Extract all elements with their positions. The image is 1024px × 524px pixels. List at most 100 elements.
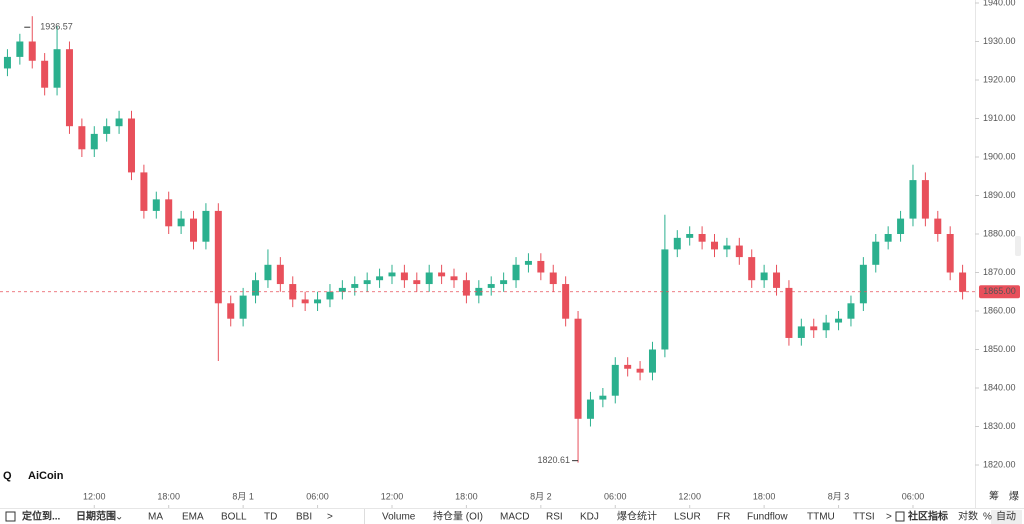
high-label: 1936.57 — [40, 22, 73, 32]
candle-body — [264, 264, 272, 281]
toolbar-item[interactable]: Volume — [382, 512, 416, 523]
low-label: 1820.61 — [538, 455, 571, 465]
y-tick-label: 1860.00 — [983, 305, 1016, 315]
candle-body — [537, 260, 545, 273]
candle-body — [152, 199, 160, 211]
candle-body — [127, 118, 135, 173]
y-tick-label: 1890.00 — [983, 190, 1016, 200]
candle-body — [636, 368, 644, 373]
toolbar-item[interactable]: 社区指标 — [907, 510, 948, 523]
toolbar-item[interactable]: MA — [148, 512, 163, 523]
toolbar-item[interactable]: 爆仓统计 — [617, 510, 657, 523]
candle-body — [351, 284, 359, 288]
candle-body — [512, 264, 520, 281]
y-tick-label: 1870.00 — [983, 267, 1016, 277]
candle-body — [921, 180, 929, 219]
toolbar-item[interactable]: LSUR — [674, 512, 701, 523]
x-tick-label: 12:00 — [83, 491, 106, 501]
chevron: ⌄ — [115, 512, 123, 523]
x-tick-label: 18:00 — [157, 491, 180, 501]
x-tick-label: 06:00 — [902, 491, 925, 501]
candle-body — [760, 272, 768, 281]
toolbar-item[interactable]: 持仓量 (OI) — [433, 510, 483, 523]
toolbar-item[interactable]: TTMU — [807, 512, 835, 523]
candle-body — [252, 280, 260, 296]
toolbar-item[interactable]: FR — [717, 512, 730, 523]
candle-body — [388, 272, 396, 277]
candle-body — [586, 399, 594, 419]
y-tick-label: 1830.00 — [983, 421, 1016, 431]
candle-body — [41, 60, 49, 88]
x-tick-label: 18:00 — [455, 491, 478, 501]
candle-body — [648, 349, 656, 373]
last-price-label: 1865.00 — [983, 286, 1016, 296]
candle-body — [859, 264, 867, 304]
toolbar-item[interactable]: MACD — [500, 512, 529, 523]
toolbar-item[interactable]: % — [983, 512, 992, 523]
candle-body — [748, 257, 756, 281]
toolbar-item[interactable]: KDJ — [580, 512, 599, 523]
x-tick-label: 06:00 — [604, 491, 627, 501]
candle-body — [487, 284, 495, 288]
toolbar-item[interactable]: 对数 — [958, 510, 978, 523]
toolbar-item[interactable]: TD — [264, 512, 277, 523]
x-tick-label: 12:00 — [678, 491, 701, 501]
candle-body — [897, 218, 905, 234]
y-tick-label: 1850.00 — [983, 344, 1016, 354]
logo-icon: Q — [3, 470, 12, 482]
candle-body — [810, 326, 818, 331]
toolbar-item[interactable]: RSI — [546, 512, 563, 523]
candle-body — [65, 49, 73, 127]
candle-body — [797, 326, 805, 338]
candle-body — [227, 303, 235, 319]
candle-body — [338, 287, 346, 292]
toolbar-item[interactable]: Fundflow — [747, 512, 788, 523]
y-tick-label: 1920.00 — [983, 74, 1016, 84]
candle-body — [190, 218, 198, 242]
candle-body — [202, 210, 210, 242]
candle-body — [785, 287, 793, 338]
candle-body — [822, 322, 830, 331]
candle-body — [574, 318, 582, 419]
candle-body — [475, 287, 483, 296]
candle-body — [524, 260, 532, 265]
toolbar-item[interactable]: > — [886, 512, 892, 523]
candle-body — [698, 234, 706, 242]
candle-body — [3, 56, 11, 69]
toolbar-item[interactable]: > — [327, 512, 333, 523]
toolbar-item[interactable]: EMA — [182, 512, 204, 523]
toolbar-item[interactable]: 定位到... — [22, 510, 61, 523]
scroll-handle[interactable] — [1015, 236, 1021, 256]
candle-body — [16, 41, 24, 57]
candle-body — [959, 272, 967, 292]
candle-body — [413, 280, 421, 285]
toolbar-item[interactable]: 日期范围 — [76, 510, 116, 523]
candle-body — [438, 272, 446, 277]
candle-body — [946, 234, 954, 273]
candle-body — [611, 364, 619, 396]
side-button[interactable]: 筹 — [989, 490, 999, 503]
side-button[interactable]: 爆 — [1009, 491, 1019, 503]
candle-body — [549, 272, 557, 285]
candle-body — [177, 218, 185, 227]
toolbar-item[interactable]: BBI — [296, 512, 312, 523]
candle-body — [624, 364, 632, 369]
candle-body — [599, 395, 607, 400]
toolbar-item[interactable]: TTSI — [853, 512, 875, 523]
y-tick-label: 1910.00 — [983, 113, 1016, 123]
toolbar-item[interactable]: BOLL — [221, 512, 247, 523]
candle-body — [90, 133, 98, 150]
candle-body — [425, 272, 433, 285]
candle-body — [723, 245, 731, 250]
candle-body — [735, 245, 743, 258]
x-tick-label: 8月 2 — [530, 491, 552, 501]
y-tick-label: 1930.00 — [983, 36, 1016, 46]
last-price-box — [979, 285, 1020, 299]
toolbar-item[interactable]: 自动 — [996, 510, 1016, 523]
candle-body — [686, 234, 694, 238]
y-tick-label: 1940.00 — [983, 0, 1016, 7]
candle-body — [909, 180, 917, 219]
y-tick-label: 1880.00 — [983, 228, 1016, 238]
candle-body — [884, 234, 892, 242]
